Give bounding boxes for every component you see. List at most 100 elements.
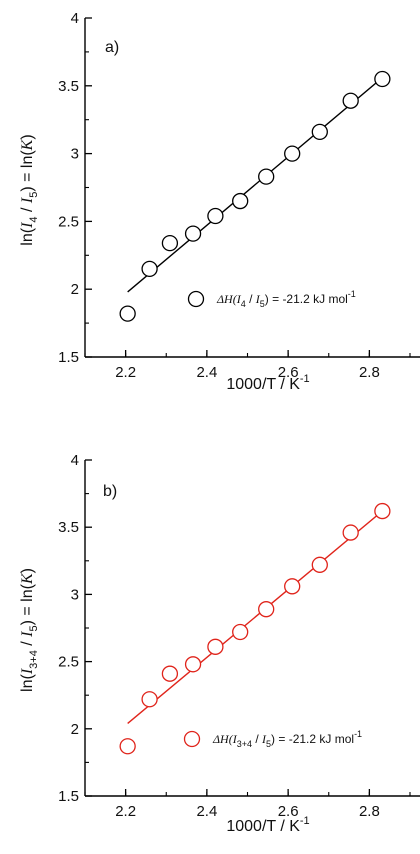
y-title-suffix: ) = ln( — [19, 150, 36, 192]
y-axis-title: ln(I3+4 / I5) = ln(K) — [19, 568, 40, 692]
y-tick-label: 1.5 — [58, 349, 79, 366]
panel-label: b) — [103, 483, 117, 500]
y-tick-label: 3 — [71, 586, 79, 603]
legend-text: ΔH(I4 / I5) = -21.2 kJ mol-1 — [216, 289, 356, 309]
legend-marker — [183, 730, 201, 748]
y-tick-label: 3.5 — [58, 519, 79, 536]
x-axis-title: 1000/T / K-1 — [226, 815, 309, 835]
data-point — [141, 260, 158, 278]
data-point — [184, 656, 202, 673]
legend-sep: / — [246, 292, 256, 306]
data-point — [232, 623, 249, 641]
data-point — [284, 145, 301, 162]
y-tick-label: 2 — [71, 281, 79, 298]
legend-delta: ΔH( — [212, 732, 234, 746]
legend-i1-sub: 4 — [241, 299, 246, 309]
y-title-prefix: ln( — [19, 227, 36, 245]
x-axis-title: 1000/T / K-1 — [226, 373, 309, 393]
data-point — [161, 234, 179, 252]
y-title-k: K — [19, 138, 36, 151]
data-point — [232, 192, 249, 210]
fit-line-group — [127, 77, 383, 293]
y-title-den: I — [19, 197, 36, 204]
legend-i2-sub: 5 — [260, 299, 265, 309]
x-tick-label: 2.6 — [278, 803, 299, 820]
data-point — [374, 70, 391, 88]
y-tick-label: 4 — [71, 452, 79, 469]
data-point — [258, 601, 275, 618]
y-title-end: ) — [19, 134, 36, 139]
data-point — [141, 691, 158, 708]
x-tick-label: 2.4 — [196, 364, 217, 381]
x-tick-label: 2.8 — [359, 803, 380, 820]
legend-i1: I — [232, 732, 238, 746]
legend-i2: I — [255, 292, 261, 306]
y-tick-label: 1.5 — [58, 788, 79, 805]
y-title-den-sub: 5 — [28, 192, 40, 198]
y-tick-label: 3 — [71, 146, 79, 163]
y-title-prefix: ln( — [19, 674, 36, 692]
data-point — [161, 665, 179, 682]
y-tick-label: 4 — [71, 10, 79, 27]
data-point — [342, 92, 359, 109]
legend-unit-sup: -1 — [348, 289, 356, 299]
legend-i2-sub: 5 — [266, 739, 271, 749]
legend-value: ) = -21.2 kJ mol — [265, 292, 348, 306]
legend-delta: ΔH( — [216, 292, 238, 306]
data-point — [184, 225, 202, 242]
fit-line — [127, 510, 383, 724]
data-point — [311, 123, 328, 141]
legend-sep: / — [252, 732, 262, 746]
y-tick-label: 2 — [71, 721, 79, 738]
legend-i2: I — [261, 732, 267, 746]
x-tick-label: 2.2 — [115, 803, 136, 820]
legend-unit-sup: -1 — [354, 729, 362, 739]
y-title-k: K — [19, 572, 36, 585]
data-point — [119, 305, 136, 322]
data-points — [119, 502, 391, 755]
panel-label: a) — [105, 39, 119, 56]
legend: ΔH(I3+4 / I5) = -21.2 kJ mol-1 — [183, 729, 362, 749]
data-point — [207, 207, 224, 225]
data-point — [311, 556, 328, 573]
y-title-den-sub: 5 — [28, 625, 40, 631]
legend-text: ΔH(I3+4 / I5) = -21.2 kJ mol-1 — [212, 729, 362, 749]
legend-value: ) = -21.2 kJ mol — [271, 732, 354, 746]
data-points — [119, 70, 391, 322]
y-title-den: I — [19, 631, 36, 638]
data-point — [119, 738, 136, 755]
x-axis-title-text: 1000/T / K — [226, 376, 300, 393]
y-ticks: 1.5 2 2.5 3 3.5 4 — [58, 452, 92, 805]
y-title-suffix: ) = ln( — [19, 583, 36, 625]
y-title-end: ) — [19, 568, 36, 573]
y-title-num-sub: 3+4 — [28, 650, 40, 669]
y-tick-label: 2.5 — [58, 654, 79, 671]
x-axis-title-sup: -1 — [300, 373, 310, 385]
chart-panel-a: 1.522.533.54 2.2 2.4 2.6 2.8 a) 1000/T / K-… — [19, 10, 420, 393]
fit-line — [127, 77, 383, 293]
y-title-num: I — [19, 668, 36, 675]
y-tick-label: 2.5 — [58, 213, 79, 230]
data-point — [284, 578, 301, 595]
x-tick-label: 2.8 — [359, 364, 380, 381]
y-title-num: I — [19, 222, 36, 229]
fit-line-group — [127, 510, 383, 724]
x-tick-label: 2.4 — [196, 803, 217, 820]
y-axis-title: ln(I4 / I5) = ln(K) — [19, 134, 40, 245]
legend: ΔH(I4 / I5) = -21.2 kJ mol-1 — [187, 289, 356, 309]
y-title-sep: / — [19, 203, 36, 216]
data-point — [342, 524, 359, 541]
y-tick-label: 3.5 — [58, 78, 79, 95]
x-axis-title-sup: -1 — [300, 815, 310, 827]
legend-i1-sub: 3+4 — [237, 739, 252, 749]
x-ticks: 2.2 2.4 2.6 2.8 — [84, 350, 411, 381]
chart-panel-b: 1.522.533.54 2.2 2.4 2.6 2.8 b) 1000/T / K-… — [19, 452, 420, 835]
x-axis-title-text: 1000/T / K — [226, 818, 300, 835]
data-point — [374, 502, 391, 520]
y-title-num-sub: 4 — [28, 216, 40, 222]
legend-i1: I — [236, 292, 242, 306]
x-tick-label: 2.2 — [115, 364, 136, 381]
legend-marker — [187, 290, 205, 308]
x-tick-label: 2.6 — [278, 364, 299, 381]
